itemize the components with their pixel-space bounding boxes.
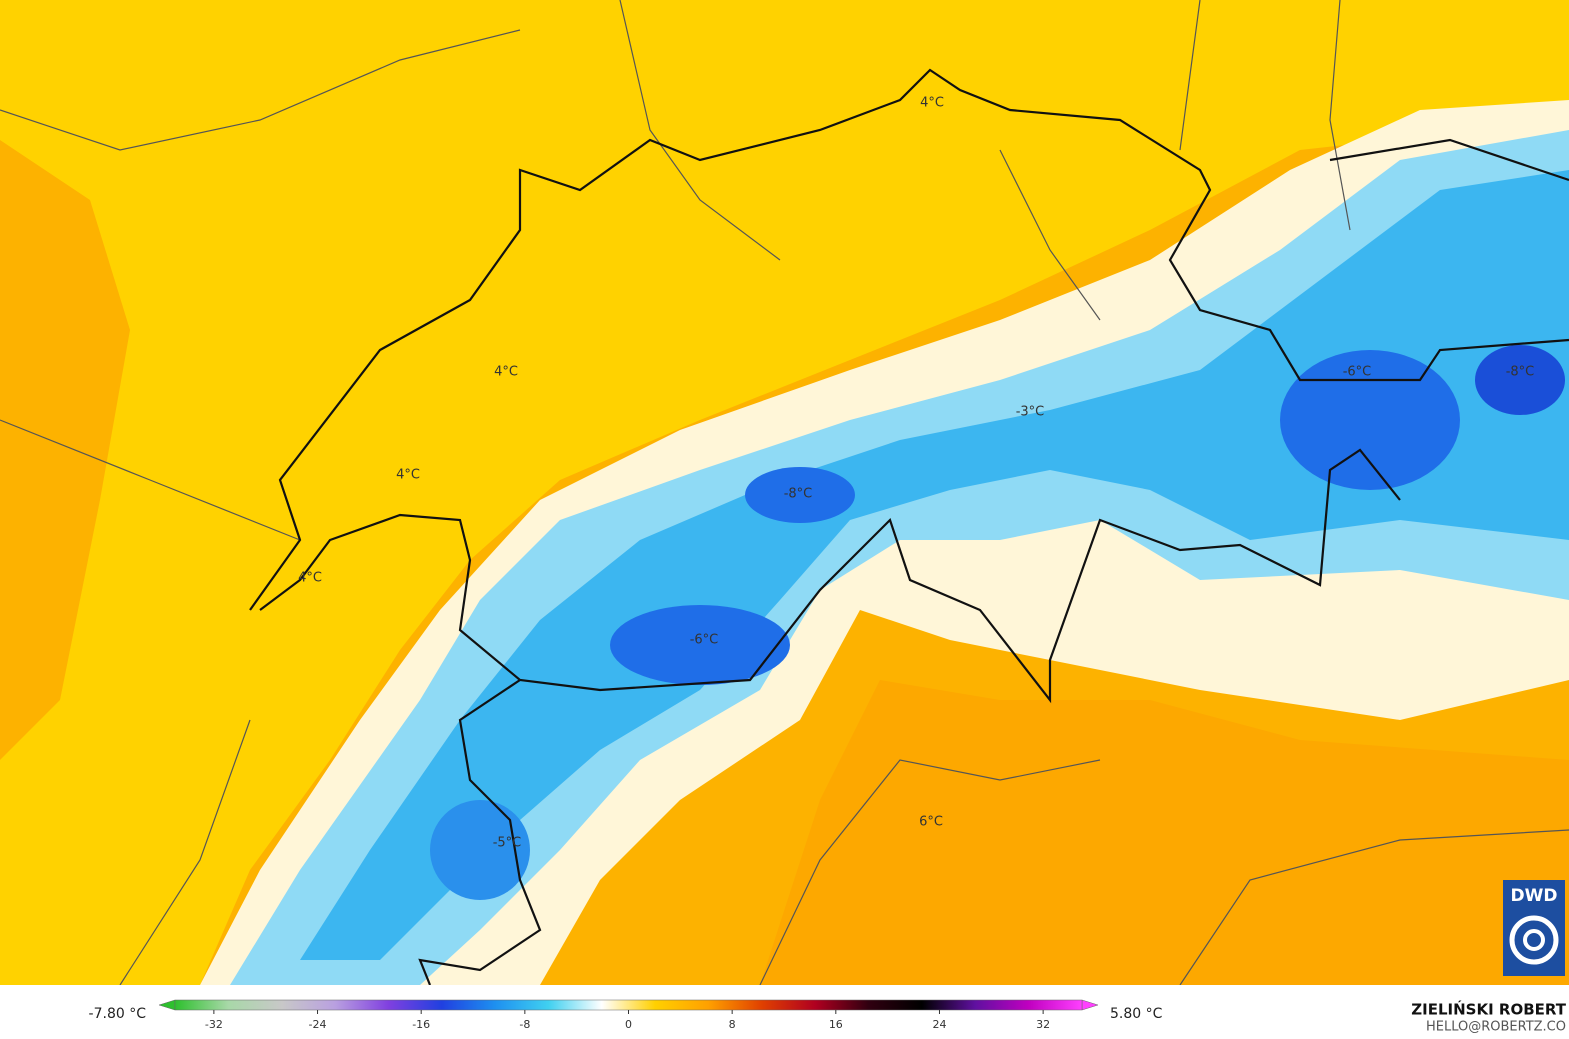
- temp-label: -8°C: [1506, 365, 1535, 380]
- temp-label: 6°C: [919, 815, 943, 830]
- colorbar-tick-label: -32: [205, 1018, 223, 1031]
- colorbar-tick-label: -16: [412, 1018, 430, 1031]
- admin-border: [0, 0, 1569, 986]
- country-border: [249, 68, 1569, 986]
- orange-region: [0, 140, 130, 760]
- cold-spot: [1475, 345, 1565, 415]
- cold-spot: [745, 467, 855, 523]
- cold-spot: [430, 800, 530, 900]
- colorbar-tick-label: 24: [932, 1018, 946, 1031]
- colorbar: -32 -24 -16 -8 0 8 16 24 32: [158, 999, 1099, 1031]
- temp-label: 4°C: [298, 571, 322, 586]
- map: 4°C 4°C 4°C 4°C -3°C -8°C -6°C -8°C -6°C…: [0, 0, 1569, 986]
- temp-label: -8°C: [784, 487, 813, 502]
- logo-swirl: [1523, 929, 1545, 951]
- colorbar-tick-label: 32: [1036, 1018, 1050, 1031]
- author: ZIELIŃSKI ROBERT: [1411, 1000, 1566, 1019]
- temp-label: -3°C: [1016, 405, 1045, 420]
- temp-label: 4°C: [494, 365, 518, 380]
- logo: DWD: [1503, 880, 1565, 976]
- warm-south: [760, 680, 1569, 985]
- colorbar-bar: [174, 999, 1083, 1011]
- temp-label: -6°C: [1343, 365, 1372, 380]
- cold-core: [300, 170, 1569, 960]
- temp-label: 4°C: [920, 96, 944, 111]
- colorbar-tick-label: 0: [625, 1018, 632, 1031]
- yellow-region: [0, 0, 1569, 985]
- cold-spot: [610, 605, 790, 685]
- colorbar-tick-label: 16: [829, 1018, 843, 1031]
- logo-text: DWD: [1511, 886, 1558, 906]
- temp-label: -6°C: [690, 633, 719, 648]
- colorbar-tick-label: 8: [729, 1018, 736, 1031]
- cold-spot: [1280, 350, 1460, 490]
- contact: HELLO@ROBERTZ.CO: [1426, 1020, 1566, 1035]
- temp-label: 4°C: [396, 468, 420, 483]
- temp-label: -5°C: [493, 836, 522, 851]
- colorbar-tick-label: -8: [519, 1018, 530, 1031]
- colorbar-min: -7.80 °C: [89, 1006, 147, 1022]
- colorbar-tick-label: -24: [309, 1018, 327, 1031]
- logo-swirl: [1509, 915, 1559, 965]
- colorbar-max: 5.80 °C: [1110, 1006, 1163, 1022]
